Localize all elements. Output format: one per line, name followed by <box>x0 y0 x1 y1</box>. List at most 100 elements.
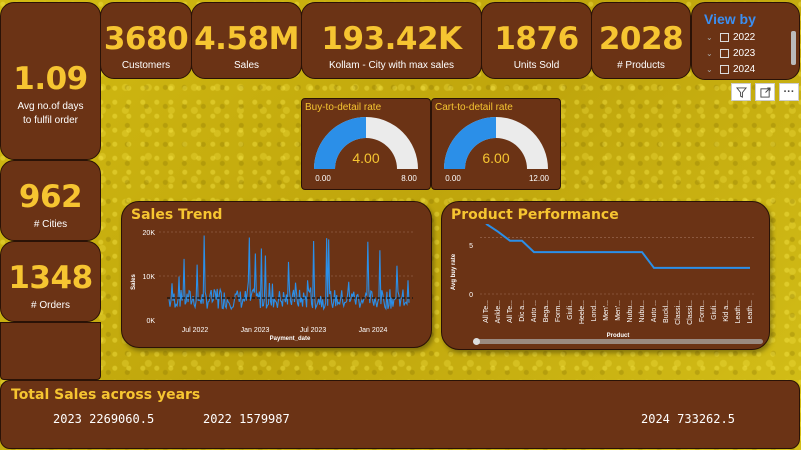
x-tick-label: Men'... <box>603 300 610 321</box>
slicer-item-label: 2023 <box>733 47 756 59</box>
gauge-value-label: 4.00 <box>352 150 379 166</box>
checkbox-icon[interactable] <box>720 64 729 74</box>
gauge-cart-to-detail: Cart-to-detail rate 6.00 0.00 12.00 <box>431 98 561 190</box>
gauge-value-label: 6.00 <box>482 150 509 166</box>
y-tick-label: 20K <box>143 230 156 237</box>
slicer-item-2023[interactable]: ⌄ 2023 <box>706 45 799 61</box>
x-tick-label: Classi... <box>687 300 694 325</box>
x-tick-label: Dic a... <box>519 300 526 322</box>
entry-year: 2022 <box>203 412 232 426</box>
x-tick-label: All Te... <box>483 300 490 323</box>
gauge-fill <box>444 117 496 169</box>
kpi-products-value: 2028 <box>598 21 684 57</box>
y-tick-label: 10K <box>143 274 156 281</box>
sales-series-line <box>168 235 410 311</box>
kpi-city-label: Kollam - City with max sales <box>328 60 455 71</box>
gauge-max-label: 8.00 <box>401 174 417 183</box>
gauge-max-label: 12.00 <box>529 174 550 183</box>
sales-trend-chart: Sales Payment_date 20K 10K 0K Jul 2022 J… <box>131 230 413 342</box>
gauge-chart: 4.00 0.00 8.00 <box>314 117 418 183</box>
gauge-title: Cart-to-detail rate <box>435 102 513 113</box>
kpi-avg-days-value: 1.09 <box>13 61 88 97</box>
total-sales-entry: 2023 2269060.5 <box>53 412 154 426</box>
slicer-item-label: 2024 <box>733 63 756 75</box>
kpi-cities-label: # Cities <box>33 219 68 230</box>
scrollbar-thumb[interactable] <box>473 338 480 345</box>
kpi-orders-label: # Orders <box>31 300 70 311</box>
x-tick-label: Jul 2022 <box>182 327 209 334</box>
kpi-products-card: 2028 # Products <box>591 2 691 79</box>
kpi-units-card: 1876 Units Sold <box>481 2 592 79</box>
gauge-min-label: 0.00 <box>445 174 461 183</box>
chevron-down-icon[interactable]: ⌄ <box>706 64 713 74</box>
kpi-products-label: # Products <box>617 60 665 71</box>
x-tick-label: Kid a... <box>723 300 730 322</box>
product-performance-panel: Product Performance Avg buy rate Product… <box>441 201 770 350</box>
kpi-cities-card: 962 # Cities <box>0 160 101 241</box>
x-tick-label: Ankle... <box>495 300 502 323</box>
sales-trend-title: Sales Trend <box>131 207 223 223</box>
x-tick-label: Jan 2024 <box>359 327 388 334</box>
kpi-avg-days-label-1: Avg no.of days <box>17 101 84 112</box>
checkbox-icon[interactable] <box>720 48 729 58</box>
kpi-units-value: 1876 <box>494 21 579 57</box>
x-tick-label: Heele... <box>579 300 586 324</box>
focus-mode-icon[interactable] <box>755 83 775 101</box>
gauge-chart: 6.00 0.00 12.00 <box>444 117 550 183</box>
x-tick-label: Leath... <box>747 300 754 323</box>
kpi-sales-label: Sales <box>233 60 259 71</box>
x-tick-label: Form... <box>699 300 706 322</box>
kpi-units-label: Units Sold <box>513 60 560 71</box>
x-tick-label: Buckl... <box>663 300 670 323</box>
kpi-sales-card: 4.58M Sales <box>191 2 302 79</box>
x-tick-label: Leath... <box>735 300 742 323</box>
chevron-down-icon[interactable]: ⌄ <box>706 48 713 58</box>
x-tick-label: Men'... <box>615 300 622 321</box>
slicer-item-2022[interactable]: ⌄ 2022 <box>706 29 799 45</box>
x-tick-label: Nubu... <box>639 300 646 323</box>
kpi-customers-value: 3680 <box>103 21 189 57</box>
x-tick-label: Jan 2023 <box>241 327 270 334</box>
sales-trend-panel: Sales Trend Sales Payment_date 20K 10K 0… <box>121 201 432 348</box>
y-axis-title: Avg buy rate <box>451 253 457 290</box>
slicer-title: View by <box>704 11 756 27</box>
y-tick-label: 5 <box>469 243 473 250</box>
left-column-filler <box>0 322 101 380</box>
entry-value: 2269060.5 <box>89 412 155 426</box>
year-slicer: View by ⌄ 2022 ⌄ 2023 ⌄ 2024 <box>691 2 800 80</box>
gauge-min-label: 0.00 <box>315 174 331 183</box>
kpi-cities-value: 962 <box>18 179 83 215</box>
filter-icon[interactable] <box>731 83 751 101</box>
x-tick-label: Classi... <box>675 300 682 325</box>
x-axis-title: Payment_date <box>270 336 311 342</box>
x-tick-label: Bega... <box>543 300 550 322</box>
chevron-down-icon[interactable]: ⌄ <box>706 32 713 42</box>
entry-value: 1579987 <box>239 412 290 426</box>
total-sales-entry: 2022 1579987 <box>203 412 290 426</box>
y-tick-label: 0 <box>469 292 473 299</box>
horizontal-scrollbar[interactable] <box>473 338 763 345</box>
more-options-icon[interactable]: ··· <box>779 83 799 101</box>
product-performance-title: Product Performance <box>451 207 619 223</box>
entry-value: 733262.5 <box>677 412 735 426</box>
gauge-buy-to-detail: Buy-to-detail rate 4.00 0.00 8.00 <box>301 98 431 190</box>
product-performance-chart: Avg buy rate Product 5 0 All Te... Ankle.… <box>451 224 756 339</box>
kpi-city-card: 193.42K Kollam - City with max sales <box>301 2 482 79</box>
checkbox-icon[interactable] <box>720 32 729 42</box>
gauge-title: Buy-to-detail rate <box>305 102 382 113</box>
y-axis-title: Sales <box>131 274 137 290</box>
slicer-item-label: 2022 <box>733 31 756 43</box>
entry-year: 2024 <box>641 412 670 426</box>
x-tick-label: Auto ... <box>651 300 658 322</box>
kpi-orders-card: 1348 # Orders <box>0 241 101 322</box>
kpi-orders-value: 1348 <box>8 260 93 296</box>
slicer-scrollbar[interactable] <box>791 31 796 65</box>
kpi-customers-label: Customers <box>121 60 171 71</box>
avg-buy-rate-line <box>485 224 750 269</box>
x-tick-label: Giuli... <box>567 300 574 320</box>
kpi-customers-card: 3680 Customers <box>100 2 192 79</box>
kpi-city-value: 193.42K <box>321 21 462 57</box>
total-sales-title: Total Sales across years <box>11 387 201 403</box>
total-sales-panel: Total Sales across years 2023 2269060.5 … <box>0 380 800 449</box>
slicer-item-2024[interactable]: ⌄ 2024 <box>706 61 799 77</box>
